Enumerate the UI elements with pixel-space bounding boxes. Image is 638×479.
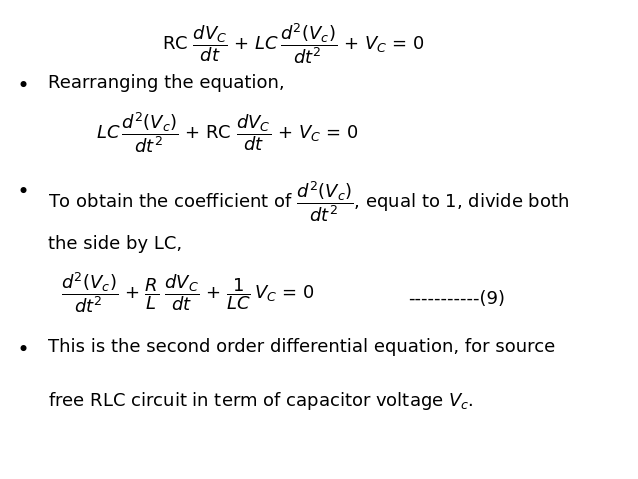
Text: free RLC circuit in term of capacitor voltage $V_c$.: free RLC circuit in term of capacitor vo… [48, 390, 473, 412]
Text: Rearranging the equation,: Rearranging the equation, [48, 74, 285, 92]
Text: $\bullet$: $\bullet$ [16, 338, 27, 358]
Text: This is the second order differential equation, for source: This is the second order differential eq… [48, 338, 555, 356]
Text: the side by LC,: the side by LC, [48, 235, 182, 253]
Text: $\bullet$: $\bullet$ [16, 74, 27, 94]
Text: $\bullet$: $\bullet$ [16, 180, 27, 200]
Text: -----------(9): -----------(9) [408, 290, 505, 308]
Text: To obtain the coefficient of $\dfrac{d^2(V_c)}{dt^2}$, equal to 1, divide both: To obtain the coefficient of $\dfrac{d^2… [48, 180, 569, 225]
Text: $LC\,\dfrac{d^2(V_c)}{dt^2}$ + RC $\dfrac{dV_C}{dt}$ + $V_C$ = 0: $LC\,\dfrac{d^2(V_c)}{dt^2}$ + RC $\dfra… [96, 110, 358, 155]
Text: $\dfrac{d^2(V_c)}{dt^2}$ + $\dfrac{R}{L}\;\dfrac{dV_C}{dt}$ + $\dfrac{1}{LC}\,V_: $\dfrac{d^2(V_c)}{dt^2}$ + $\dfrac{R}{L}… [61, 271, 314, 316]
Text: RC $\dfrac{dV_C}{dt}$ + $LC\,\dfrac{d^2(V_c)}{dt^2}$ + $V_C$ = 0: RC $\dfrac{dV_C}{dt}$ + $LC\,\dfrac{d^2(… [162, 22, 425, 67]
